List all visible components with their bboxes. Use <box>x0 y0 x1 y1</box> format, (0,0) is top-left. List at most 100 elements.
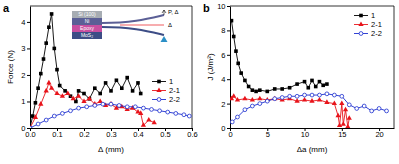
data-point <box>258 102 262 106</box>
data-point <box>257 96 262 101</box>
y-tick: 4 <box>221 75 230 84</box>
data-point <box>377 107 381 111</box>
y-tick: 2 <box>21 71 30 80</box>
data-point <box>115 78 119 82</box>
y-tick-label: 0 <box>21 124 25 133</box>
x-tick: 0.4 <box>133 128 143 139</box>
data-point <box>71 96 76 101</box>
data-point <box>93 86 97 90</box>
data-point <box>81 98 86 103</box>
x-tick: 0.0 <box>25 128 35 139</box>
legend: 12-12-2 <box>152 77 180 104</box>
data-point <box>61 112 65 116</box>
data-point <box>38 101 43 106</box>
data-point <box>58 84 62 88</box>
data-point <box>239 71 243 75</box>
x-axis-title: Δa (mm) <box>297 145 328 154</box>
data-point <box>65 90 70 95</box>
data-point <box>54 90 59 95</box>
panel-label: a <box>3 2 10 14</box>
inset-layer <box>72 32 102 39</box>
data-point <box>98 92 102 96</box>
x-tick: 0.3 <box>106 128 116 139</box>
x-tick-label: 0.1 <box>52 130 62 139</box>
data-point <box>30 126 32 128</box>
data-point <box>243 79 247 83</box>
panel: 051015200246810Δa (mm)J (J/m²)b12-12-2 <box>203 2 395 154</box>
data-point <box>44 88 49 93</box>
y-tick: 4 <box>21 18 30 27</box>
y-tick-label: 0 <box>221 124 225 133</box>
data-point <box>152 120 157 125</box>
y-tick-mark <box>227 79 230 80</box>
data-point <box>44 41 48 45</box>
data-point <box>46 80 51 85</box>
x-axis-title: Δ (mm) <box>98 145 124 154</box>
data-point <box>108 101 113 106</box>
y-axis: 01234 <box>21 7 30 133</box>
data-point <box>93 104 97 108</box>
data-point <box>321 84 325 88</box>
data-point <box>341 121 346 126</box>
legend-label: 2-2 <box>169 95 180 104</box>
legend: 12-12-2 <box>354 11 382 38</box>
x-tick: 5 <box>266 128 270 139</box>
y-tick-mark <box>27 48 30 49</box>
y-tick-mark <box>227 104 230 105</box>
inset-arrow <box>162 10 166 15</box>
x-tick-label: 0.3 <box>106 130 116 139</box>
inset-layer-label: MoS₂ <box>81 32 93 38</box>
data-point <box>47 25 51 29</box>
data-point <box>272 96 277 101</box>
data-point <box>343 107 348 112</box>
data-point <box>273 97 277 101</box>
data-point <box>117 104 121 108</box>
data-point <box>131 89 135 93</box>
data-point <box>242 96 247 101</box>
data-point <box>288 86 292 90</box>
x-tick: 20 <box>375 128 383 139</box>
y-tick: 2 <box>221 100 230 109</box>
legend-label: 2-1 <box>371 20 382 29</box>
y-tick-label: 2 <box>221 100 225 109</box>
inset-beam <box>102 15 164 23</box>
data-point <box>76 93 81 98</box>
y-tick: 0 <box>21 124 30 133</box>
data-point <box>50 12 54 16</box>
data-point <box>49 85 54 90</box>
data-point <box>251 88 255 92</box>
inset-layer-label: Si (100) <box>78 11 96 17</box>
data-point <box>42 57 46 61</box>
y-tick-mark <box>27 101 30 102</box>
data-point <box>236 115 240 119</box>
x-tick-label: 0.5 <box>160 130 170 139</box>
y-tick-label: 4 <box>221 75 225 84</box>
data-point <box>101 102 105 106</box>
y-tick-label: 10 <box>217 2 225 11</box>
data-point <box>340 94 344 98</box>
inset-layer-label: Epoxy <box>80 25 94 31</box>
data-point <box>139 92 143 96</box>
data-point <box>234 49 238 53</box>
data-point <box>109 89 113 93</box>
data-point <box>136 81 140 85</box>
data-point <box>182 113 186 117</box>
data-point <box>77 89 81 93</box>
data-point <box>254 90 258 94</box>
data-point <box>125 105 129 109</box>
inset-layer-label: Ni <box>85 18 90 24</box>
legend-marker <box>359 14 363 18</box>
data-point <box>288 94 292 98</box>
x-tick-label: 15 <box>338 130 346 139</box>
data-point <box>310 93 314 97</box>
x-tick-label: 0 <box>228 130 232 139</box>
series-line <box>231 96 349 127</box>
x-tick: 0.2 <box>79 128 89 139</box>
plot-area <box>30 12 191 128</box>
y-tick: 10 <box>217 2 230 11</box>
data-point <box>125 76 129 80</box>
y-tick-mark <box>227 55 230 56</box>
y-tick-mark <box>27 75 30 76</box>
data-point <box>309 98 314 103</box>
data-point <box>258 88 262 92</box>
